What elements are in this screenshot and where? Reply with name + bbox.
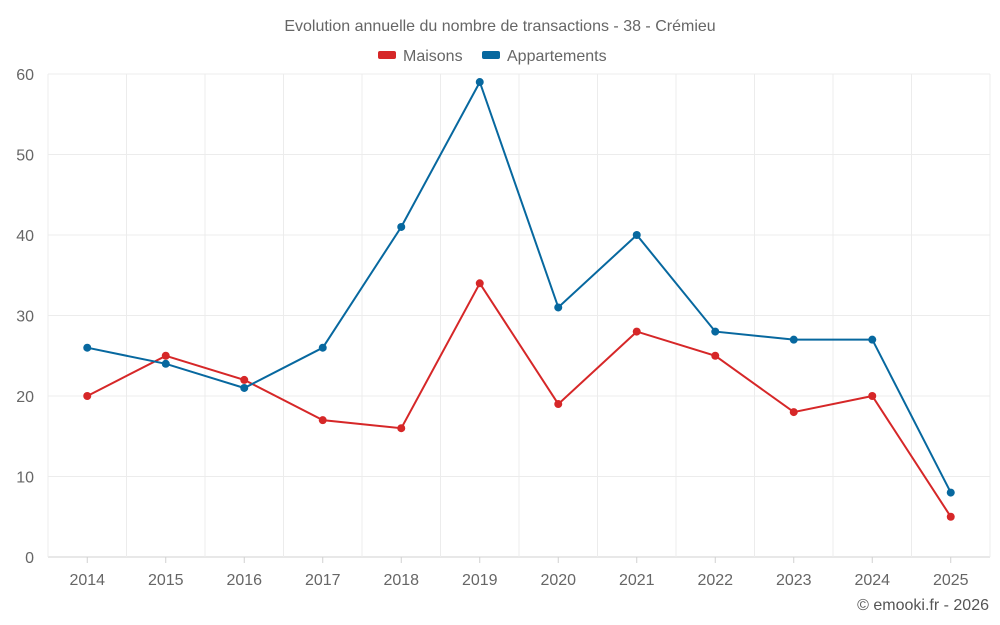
- data-point-maisons[interactable]: [240, 375, 249, 384]
- x-tick-label: 2019: [462, 572, 498, 589]
- legend-swatch-appartements: [482, 51, 500, 59]
- data-point-maisons[interactable]: [318, 416, 327, 425]
- series-line-maisons: [86, 281, 952, 518]
- legend-label-appartements[interactable]: Appartements: [507, 48, 607, 65]
- y-tick-label: 10: [16, 470, 34, 487]
- series-line-appartements: [87, 79, 952, 494]
- x-tick-label: 2017: [305, 572, 341, 589]
- x-tick-label: 2015: [148, 572, 184, 589]
- data-point-appartements[interactable]: [397, 222, 406, 231]
- x-tick-label: 2020: [540, 572, 576, 589]
- data-point-appartements[interactable]: [711, 327, 720, 336]
- data-point-appartements[interactable]: [318, 343, 327, 352]
- chart-title: Evolution annuelle du nombre de transact…: [284, 18, 715, 35]
- legend: Maisons Appartements: [378, 48, 607, 65]
- legend-label-maisons[interactable]: Maisons: [403, 48, 463, 65]
- data-point-maisons[interactable]: [83, 392, 92, 400]
- x-tick-label: 2023: [776, 572, 812, 589]
- data-point-appartements[interactable]: [868, 335, 877, 344]
- data-point-appartements[interactable]: [632, 231, 641, 239]
- series: [83, 78, 955, 521]
- x-tick-label: 2024: [854, 572, 890, 589]
- y-axis-ticks: 0 10 20 30 40 50 60: [16, 67, 34, 567]
- x-tick-label: 2018: [383, 572, 419, 589]
- credit-text: © emooki.fr - 2026: [857, 597, 989, 614]
- y-tick-label: 30: [16, 309, 34, 326]
- data-point-maisons[interactable]: [711, 351, 720, 360]
- data-point-appartements[interactable]: [475, 78, 484, 87]
- data-point-appartements[interactable]: [161, 359, 170, 368]
- data-point-appartements[interactable]: [83, 343, 92, 352]
- x-tick-label: 2021: [619, 572, 655, 589]
- y-tick-label: 40: [16, 228, 34, 245]
- data-point-appartements[interactable]: [240, 383, 249, 392]
- grid: [47, 73, 991, 558]
- y-tick-label: 60: [16, 67, 34, 84]
- data-point-appartements[interactable]: [946, 488, 955, 497]
- legend-swatch-maisons: [378, 51, 396, 59]
- data-point-maisons[interactable]: [161, 351, 170, 360]
- x-tick-label: 2022: [697, 572, 733, 589]
- x-axis-ticks: 2014 2015 2016 2017 2018 2019 2020 2021 2022 2023…: [69, 557, 969, 589]
- data-point-maisons[interactable]: [554, 400, 563, 409]
- data-point-maisons[interactable]: [397, 424, 406, 433]
- y-tick-label: 50: [16, 148, 34, 165]
- x-tick-label: 2025: [933, 572, 969, 589]
- data-point-maisons[interactable]: [632, 327, 641, 336]
- x-tick-label: 2014: [69, 572, 105, 589]
- x-tick-label: 2016: [226, 572, 262, 589]
- data-point-maisons[interactable]: [789, 408, 798, 417]
- y-tick-label: 0: [25, 550, 34, 567]
- data-point-appartements[interactable]: [554, 303, 563, 312]
- data-point-maisons[interactable]: [868, 392, 877, 400]
- data-point-appartements[interactable]: [789, 335, 798, 344]
- data-point-maisons[interactable]: [946, 512, 955, 521]
- y-tick-label: 20: [16, 389, 34, 406]
- data-point-maisons[interactable]: [475, 279, 484, 288]
